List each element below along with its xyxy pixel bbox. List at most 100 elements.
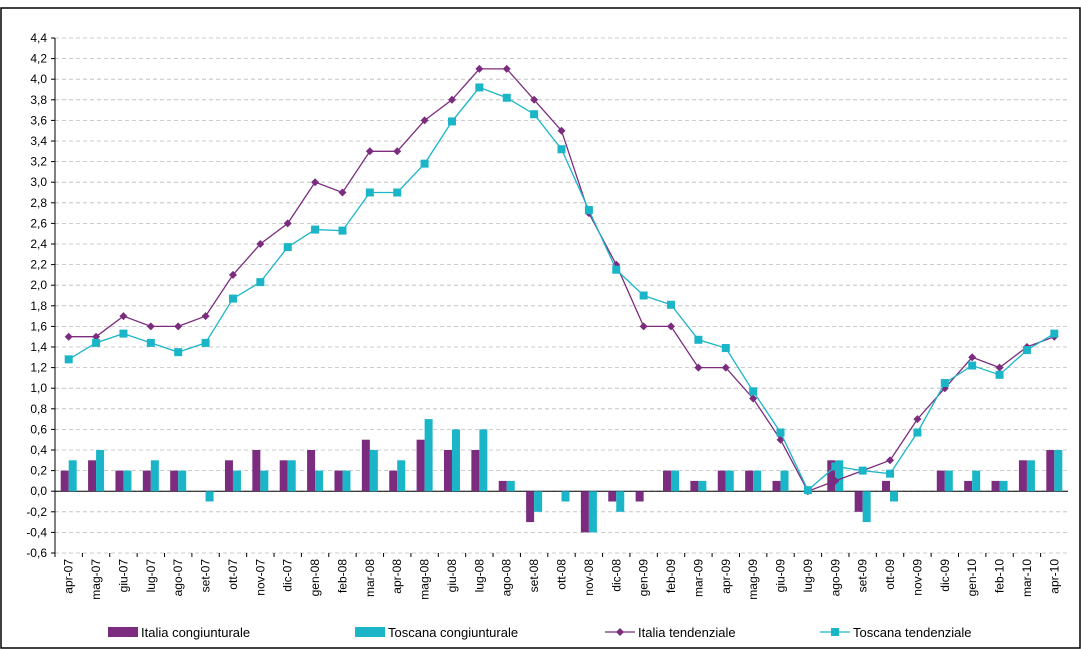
- point: [530, 95, 539, 104]
- x-tick-label: nov-09: [910, 559, 924, 596]
- y-tick-label: 0,4: [30, 443, 47, 457]
- bar: [561, 491, 570, 502]
- y-tick-label: 3,4: [30, 134, 47, 148]
- point: [858, 466, 867, 475]
- point: [749, 387, 758, 396]
- bar: [725, 470, 734, 492]
- x-tick-label: lug-07: [144, 559, 158, 593]
- x-tick-label: set-09: [856, 559, 870, 593]
- point: [420, 159, 429, 168]
- point: [201, 312, 210, 321]
- point: [721, 344, 730, 353]
- x-tick-label: ott-08: [555, 559, 569, 590]
- point: [365, 188, 374, 197]
- bar: [991, 480, 1000, 492]
- bar: [443, 450, 452, 492]
- y-tick-label: 2,6: [30, 216, 47, 230]
- point: [639, 291, 648, 300]
- y-tick-label: 4,2: [30, 52, 47, 66]
- point: [667, 322, 676, 331]
- x-tick-label: feb-09: [664, 559, 678, 593]
- bar: [534, 491, 543, 512]
- bar: [854, 491, 863, 512]
- bar: [717, 470, 726, 492]
- point: [256, 240, 265, 248]
- y-tick-label: 2,8: [30, 196, 47, 210]
- bar: [68, 460, 77, 492]
- bar: [252, 450, 261, 492]
- bar: [315, 470, 324, 492]
- bar: [479, 429, 488, 492]
- y-tick-label: -0,6: [26, 546, 47, 560]
- bar: [780, 470, 789, 492]
- x-tick-label: dic-08: [609, 559, 623, 592]
- x-tick-label: ago-07: [171, 559, 185, 597]
- bar: [936, 470, 945, 492]
- bar: [397, 460, 406, 492]
- legend-swatch: [355, 627, 385, 637]
- x-tick-label: ott-09: [883, 559, 897, 590]
- bar: [178, 470, 187, 492]
- bar: [279, 460, 288, 492]
- point: [174, 322, 183, 331]
- point: [365, 147, 374, 156]
- point: [557, 126, 566, 135]
- x-tick-label: ago-08: [500, 559, 514, 597]
- point: [913, 428, 922, 437]
- x-tick-label: gen-08: [308, 559, 322, 597]
- bar: [205, 491, 214, 502]
- legend-marker: [616, 628, 624, 636]
- y-tick-label: 0,8: [30, 402, 47, 416]
- y-tick-label: 4,0: [30, 72, 47, 86]
- point: [119, 312, 128, 321]
- x-tick-label: dic-07: [281, 559, 295, 592]
- point: [502, 64, 511, 73]
- bar: [608, 491, 617, 502]
- bar: [588, 491, 597, 533]
- x-tick-label: mag-08: [418, 559, 432, 600]
- x-tick-label: nov-08: [582, 559, 596, 596]
- bar: [342, 470, 351, 492]
- x-tick-label: dic-09: [938, 559, 952, 592]
- y-tick-label: 0,2: [30, 464, 47, 478]
- point: [447, 95, 456, 104]
- point: [721, 363, 730, 372]
- bar: [635, 491, 644, 502]
- x-tick-label: mar-08: [363, 559, 377, 597]
- bar: [369, 450, 378, 492]
- point: [393, 188, 402, 197]
- point: [995, 363, 1004, 372]
- legend-label: Toscana congiunturale: [388, 625, 518, 640]
- bar: [944, 470, 953, 492]
- bar: [307, 450, 316, 492]
- bar: [142, 470, 151, 492]
- x-tick-label: apr-08: [390, 559, 404, 594]
- bar: [882, 480, 891, 492]
- y-tick-label: 2,2: [30, 258, 47, 272]
- bar: [671, 470, 680, 492]
- point: [995, 370, 1004, 379]
- bar: [890, 491, 899, 502]
- point: [228, 270, 237, 279]
- point: [831, 476, 840, 485]
- point: [612, 265, 621, 274]
- point: [338, 226, 347, 235]
- bar: [471, 450, 480, 492]
- bar: [964, 480, 973, 492]
- chart-frame: [0, 7, 1081, 649]
- x-tick-label: mar-10: [1020, 559, 1034, 597]
- point: [311, 225, 320, 234]
- bar: [232, 470, 241, 492]
- point: [174, 348, 183, 357]
- y-tick-label: -0,2: [26, 505, 47, 519]
- point: [667, 300, 676, 309]
- bar: [88, 460, 97, 492]
- bar: [224, 460, 233, 492]
- bar: [451, 429, 460, 492]
- y-tick-label: 2,4: [30, 237, 47, 251]
- bar: [1054, 450, 1063, 492]
- legend-label: Toscana tendenziale: [853, 625, 972, 640]
- x-tick-label: mar-09: [691, 559, 705, 597]
- x-tick-label: gen-10: [965, 559, 979, 597]
